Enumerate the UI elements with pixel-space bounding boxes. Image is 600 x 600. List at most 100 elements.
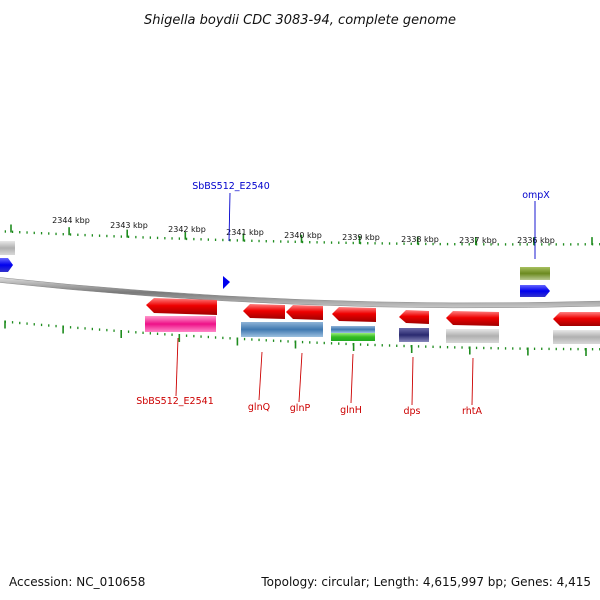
gene-feature-glnH-green[interactable]	[331, 333, 375, 341]
minor-tick	[77, 326, 79, 330]
gene-arrow-rhtA[interactable]	[446, 311, 499, 326]
scale-label: 2339 kbp	[342, 233, 380, 242]
gene-label-rhtA[interactable]: rhtA	[462, 406, 482, 417]
gene-arrow-SbBS512_E2541[interactable]	[146, 298, 217, 315]
minor-tick	[410, 242, 412, 245]
leader-SbBS512_E2540	[228, 192, 231, 242]
forward-features	[0, 241, 550, 297]
minor-tick	[287, 340, 289, 343]
minor-tick	[164, 237, 166, 240]
label-leaders	[175, 192, 536, 406]
gene-arrow-right-edge[interactable]	[553, 312, 600, 326]
minor-tick	[374, 242, 376, 245]
minor-tick	[359, 241, 362, 245]
gene-feature-SbBS512_E2541[interactable]	[145, 316, 216, 332]
minor-tick	[446, 242, 449, 246]
gene-arrow-left-blue[interactable]	[0, 258, 13, 272]
minor-tick	[26, 322, 28, 325]
minor-tick	[171, 333, 173, 336]
minor-tick	[120, 235, 122, 238]
minor-tick	[577, 347, 579, 351]
gene-arrow-glnP[interactable]	[286, 305, 323, 320]
minor-tick	[106, 234, 108, 238]
gene-label-ompX[interactable]: ompX	[522, 190, 550, 201]
leader-SbBS512_E2541	[175, 337, 179, 397]
minor-tick	[193, 334, 195, 338]
minor-tick	[359, 343, 362, 346]
genome-backbone	[0, 277, 600, 309]
minor-tick	[584, 243, 586, 246]
minor-tick	[69, 233, 72, 236]
gene-feature-rhtA[interactable]	[446, 329, 499, 343]
gene-label-dps[interactable]: dps	[403, 406, 420, 417]
gene-feature-right-edge-gray[interactable]	[553, 330, 600, 344]
minor-tick	[33, 323, 35, 326]
minor-tick	[272, 339, 275, 342]
scale-label: 2340 kbp	[284, 231, 322, 240]
minor-tick	[417, 345, 420, 348]
gene-feature-dps[interactable]	[399, 328, 429, 342]
minor-tick	[374, 343, 376, 347]
gene-arrow-small-blue[interactable]	[223, 276, 230, 289]
gene-label-glnQ[interactable]: glnQ	[248, 402, 270, 413]
minor-tick	[142, 331, 144, 334]
minor-tick	[193, 237, 195, 241]
minor-tick	[40, 232, 43, 235]
minor-tick	[214, 238, 217, 241]
minor-tick	[294, 240, 296, 243]
scale-tick-ring-inner	[4, 320, 600, 356]
gene-arrow-glnQ[interactable]	[243, 304, 285, 319]
minor-tick	[243, 239, 246, 242]
minor-tick	[301, 240, 304, 244]
minor-tick	[200, 335, 202, 338]
minor-tick	[577, 243, 579, 246]
minor-tick	[207, 238, 209, 241]
minor-tick	[425, 242, 427, 246]
gene-label-glnP[interactable]: glnP	[290, 403, 311, 414]
minor-tick	[548, 243, 550, 246]
minor-tick	[497, 347, 499, 350]
minor-tick	[19, 321, 21, 325]
gene-feature-left-gray[interactable]	[0, 241, 15, 255]
minor-tick	[468, 243, 470, 246]
minor-tick	[519, 347, 521, 350]
gene-label-SbBS512_E2541[interactable]: SbBS512_E2541	[136, 396, 214, 407]
minor-tick	[548, 347, 550, 351]
minor-tick	[55, 324, 57, 328]
gene-arrow-ompX[interactable]	[520, 285, 550, 297]
minor-tick	[149, 332, 151, 335]
minor-tick	[338, 241, 340, 244]
minor-tick	[330, 342, 333, 345]
minor-tick	[33, 231, 35, 235]
minor-tick	[562, 347, 565, 351]
minor-tick	[338, 342, 340, 345]
minor-tick	[454, 346, 456, 349]
minor-tick	[48, 232, 50, 235]
gene-arrow-glnH[interactable]	[332, 307, 376, 322]
minor-tick	[309, 241, 311, 244]
minor-tick	[323, 241, 325, 244]
leader-glnQ	[258, 351, 263, 401]
minor-tick	[367, 242, 369, 245]
minor-tick	[562, 243, 565, 246]
gene-label-SbBS512_E2540[interactable]: SbBS512_E2540	[192, 181, 270, 192]
minor-tick	[497, 243, 499, 246]
minor-tick	[570, 243, 572, 246]
minor-tick	[258, 239, 260, 243]
minor-tick	[396, 242, 398, 245]
gene-feature-ompX[interactable]	[520, 267, 550, 280]
gene-feature-glnH-steel[interactable]	[331, 326, 375, 333]
minor-tick	[381, 242, 383, 245]
minor-tick	[164, 333, 166, 336]
gene-arrow-dps[interactable]	[399, 310, 429, 324]
gene-feature-glnQP[interactable]	[241, 322, 323, 337]
minor-tick	[425, 345, 427, 348]
minor-tick	[98, 328, 101, 331]
minor-tick	[570, 347, 572, 351]
minor-tick	[127, 235, 130, 238]
minor-tick	[555, 347, 557, 351]
minor-tick	[251, 239, 253, 242]
minor-tick	[541, 347, 543, 350]
gene-label-glnH[interactable]: glnH	[340, 405, 362, 416]
minor-tick	[106, 328, 108, 332]
